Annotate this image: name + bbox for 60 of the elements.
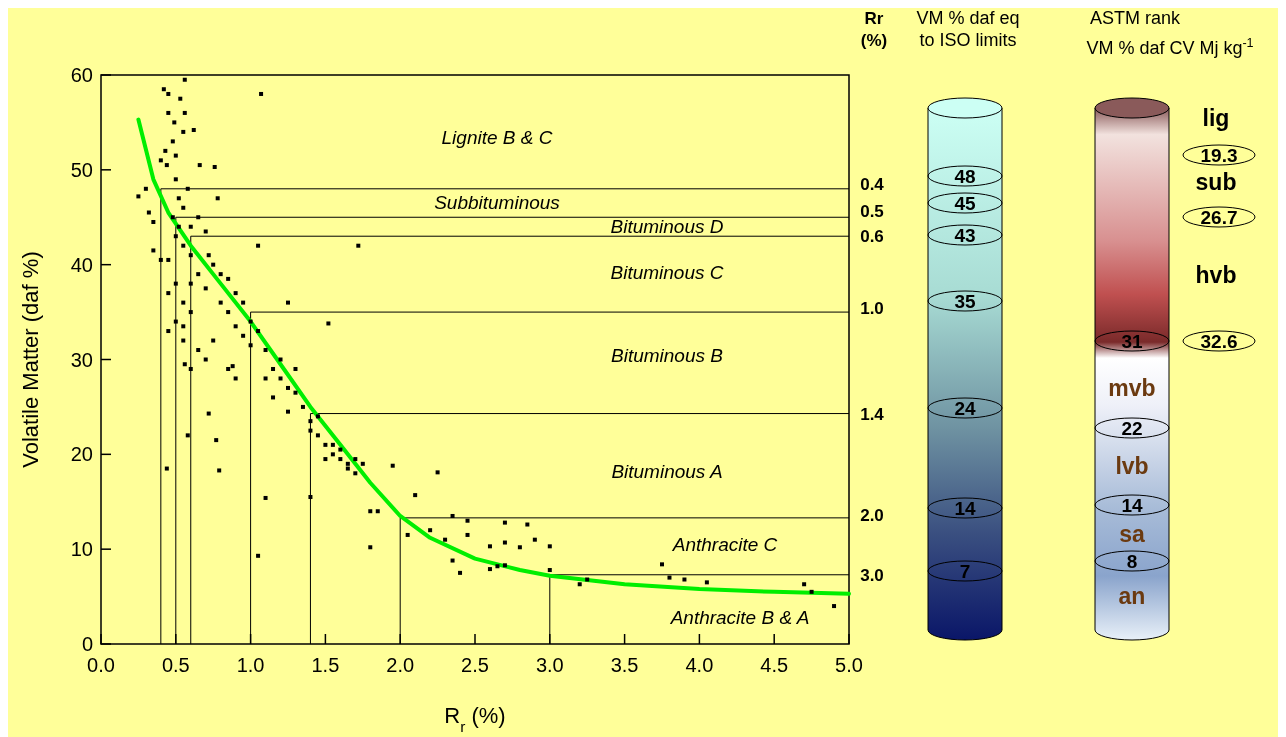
text: 31	[1121, 331, 1143, 352]
annotation: Bituminous B	[611, 345, 724, 366]
y-tick-label: 50	[70, 158, 93, 181]
x-tick-label: 3.5	[610, 654, 639, 676]
text: lig	[1202, 105, 1230, 131]
text: 8	[1126, 551, 1138, 572]
y-tick-label: 20	[70, 443, 93, 466]
text: 48	[954, 166, 976, 187]
x-tick-label: 1.0	[236, 654, 265, 676]
text: Rr (%)	[860, 9, 888, 50]
annotation: Bituminous C	[610, 262, 724, 283]
text: 3.0	[860, 566, 884, 585]
text: VM % daf CV Mj kg$^{-1}$	[1086, 36, 1254, 58]
text: 45	[954, 193, 976, 214]
text: 1.4	[860, 405, 885, 424]
text: 0.6	[860, 227, 884, 246]
text: 14	[954, 498, 976, 519]
text: sub	[1195, 169, 1237, 195]
y-tick-label: 30	[70, 348, 93, 371]
text: 1.0	[860, 299, 884, 318]
x-tick-label: 1.5	[311, 654, 340, 676]
text: 43	[954, 225, 976, 246]
text: 2.0	[860, 506, 884, 525]
annotation: Bituminous D	[610, 216, 724, 237]
x-axis-title: R$_{r}$ (%)	[444, 703, 506, 735]
text: 19.3	[1200, 145, 1238, 166]
x-tick-label: 0.5	[161, 654, 190, 676]
x-tick-label: 4.0	[685, 654, 714, 676]
x-tick-label: 4.5	[760, 654, 789, 676]
text: 22	[1121, 418, 1143, 439]
text: 7	[959, 561, 971, 582]
y-tick-label: 10	[70, 538, 93, 561]
text: ASTM rank	[1089, 8, 1181, 28]
x-tick-label: 2.5	[461, 654, 489, 676]
text: lvb	[1115, 453, 1149, 479]
y-axis-title: Volatile Matter (daf %)	[18, 251, 43, 468]
text: an	[1118, 583, 1146, 609]
text: mvb	[1108, 375, 1156, 401]
x-tick-label: 3.0	[535, 654, 564, 676]
text: hvb	[1195, 262, 1237, 288]
x-tick-label: 0.0	[87, 654, 115, 676]
annotation: Anthracite C	[671, 534, 778, 555]
annotation: Bituminous A	[611, 461, 723, 482]
text: 14	[1121, 495, 1143, 516]
annotation: Lignite B & C	[441, 127, 553, 148]
text: 32.6	[1200, 331, 1238, 352]
text: VM % daf eq to ISO limits	[916, 8, 1020, 50]
annotation: Subbituminous	[434, 192, 561, 213]
text: 0.5	[860, 202, 884, 221]
y-tick-label: 0	[81, 633, 93, 655]
text: 35	[954, 291, 976, 312]
y-tick-label: 40	[70, 253, 93, 276]
text: 24	[954, 398, 976, 419]
text: 0.4	[860, 175, 885, 194]
text: sa	[1119, 521, 1145, 547]
x-tick-label: 2.0	[386, 654, 415, 676]
text: 26.7	[1200, 207, 1238, 228]
x-tick-label: 5.0	[835, 654, 863, 676]
y-tick-label: 60	[70, 64, 93, 86]
annotation: Anthracite B & A	[669, 607, 810, 628]
